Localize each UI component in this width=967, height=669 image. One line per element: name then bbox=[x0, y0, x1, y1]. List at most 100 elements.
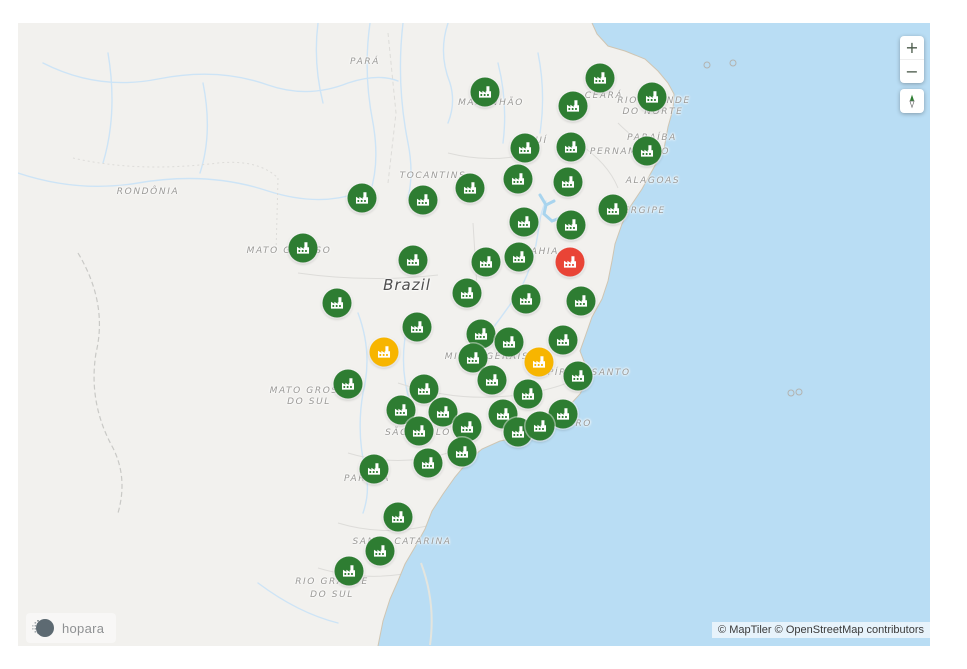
factory-icon bbox=[355, 192, 369, 204]
factory-icon bbox=[571, 370, 585, 382]
factory-icon bbox=[556, 408, 570, 420]
factory-marker-green[interactable] bbox=[408, 185, 438, 215]
state-label: CEARÁ bbox=[584, 91, 624, 101]
factory-marker-red[interactable] bbox=[555, 247, 585, 277]
hopara-logo[interactable]: hopara bbox=[26, 613, 117, 643]
factory-marker-green[interactable] bbox=[334, 556, 364, 586]
ocean bbox=[378, 23, 930, 646]
factory-icon bbox=[455, 446, 469, 458]
state-label: SERGIPE bbox=[616, 206, 666, 216]
factory-icon bbox=[561, 176, 575, 188]
factory-marker-green[interactable] bbox=[510, 133, 540, 163]
factory-icon bbox=[410, 321, 424, 333]
state-label: PARÁ bbox=[350, 57, 380, 67]
state-label: DO SUL bbox=[310, 590, 354, 600]
state-label: SANTA CATARINA bbox=[352, 537, 452, 547]
factory-icon bbox=[373, 545, 387, 557]
factory-icon bbox=[436, 406, 450, 418]
factory-icon bbox=[460, 421, 474, 433]
state-label: RIO GRANDE bbox=[295, 577, 369, 587]
state-label: ALAGOAS bbox=[625, 176, 681, 186]
factory-marker-green[interactable] bbox=[637, 82, 667, 112]
factory-marker-green[interactable] bbox=[585, 63, 615, 93]
factory-marker-green[interactable] bbox=[365, 536, 395, 566]
factory-icon bbox=[606, 203, 620, 215]
factory-icon bbox=[502, 336, 516, 348]
factory-icon bbox=[564, 141, 578, 153]
factory-marker-green[interactable] bbox=[525, 411, 555, 441]
factory-icon bbox=[466, 352, 480, 364]
factory-marker-green[interactable] bbox=[566, 286, 596, 316]
factory-marker-green[interactable] bbox=[359, 454, 389, 484]
factory-marker-green[interactable] bbox=[452, 412, 482, 442]
factory-icon bbox=[406, 254, 420, 266]
factory-icon bbox=[463, 182, 477, 194]
factory-marker-green[interactable] bbox=[477, 365, 507, 395]
factory-icon bbox=[518, 142, 532, 154]
factory-icon bbox=[521, 388, 535, 400]
factory-marker-green[interactable] bbox=[288, 233, 318, 263]
factory-icon bbox=[512, 251, 526, 263]
factory-marker-green[interactable] bbox=[503, 164, 533, 194]
state-label: PERNAMBUCO bbox=[589, 147, 671, 157]
factory-marker-green[interactable] bbox=[548, 325, 578, 355]
hopara-logo-text: hopara bbox=[62, 620, 105, 636]
factory-marker-green[interactable] bbox=[471, 247, 501, 277]
factory-marker-green[interactable] bbox=[409, 374, 439, 404]
factory-marker-green[interactable] bbox=[513, 379, 543, 409]
factory-marker-green[interactable] bbox=[632, 136, 662, 166]
factory-icon bbox=[556, 334, 570, 346]
factory-marker-green[interactable] bbox=[447, 437, 477, 467]
maptiler-attribution-link[interactable]: © MapTiler bbox=[718, 624, 772, 636]
factory-icon bbox=[342, 565, 356, 577]
factory-marker-green[interactable] bbox=[511, 284, 541, 314]
osm-attribution-link[interactable]: © OpenStreetMap contributors bbox=[774, 624, 924, 636]
compass-button[interactable] bbox=[900, 89, 924, 113]
factory-icon bbox=[645, 91, 659, 103]
factory-icon bbox=[474, 328, 488, 340]
factory-marker-green[interactable] bbox=[428, 397, 458, 427]
factory-icon bbox=[421, 457, 435, 469]
factory-marker-green[interactable] bbox=[402, 312, 432, 342]
factory-icon bbox=[496, 408, 510, 420]
factory-marker-green[interactable] bbox=[556, 210, 586, 240]
factory-marker-green[interactable] bbox=[548, 399, 578, 429]
factory-marker-green[interactable] bbox=[553, 167, 583, 197]
factory-marker-green[interactable] bbox=[404, 416, 434, 446]
markers-layer bbox=[18, 23, 930, 646]
zoom-in-button[interactable]: + bbox=[905, 38, 919, 57]
factory-marker-green[interactable] bbox=[398, 245, 428, 275]
factory-icon bbox=[640, 145, 654, 157]
state-label: BAHIA bbox=[523, 247, 559, 257]
compass-needle-icon bbox=[904, 93, 920, 109]
factory-marker-green[interactable] bbox=[563, 361, 593, 391]
factory-marker-yellow[interactable] bbox=[369, 337, 399, 367]
factory-marker-green[interactable] bbox=[452, 278, 482, 308]
factory-marker-green[interactable] bbox=[504, 242, 534, 272]
factory-icon bbox=[377, 346, 391, 358]
factory-marker-green[interactable] bbox=[413, 448, 443, 478]
factory-marker-yellow[interactable] bbox=[524, 347, 554, 377]
factory-marker-green[interactable] bbox=[322, 288, 352, 318]
factory-marker-green[interactable] bbox=[556, 132, 586, 162]
factory-marker-green[interactable] bbox=[470, 77, 500, 107]
factory-icon bbox=[566, 100, 580, 112]
factory-marker-green[interactable] bbox=[558, 91, 588, 121]
state-label: DO SUL bbox=[287, 397, 331, 407]
factory-icon bbox=[517, 216, 531, 228]
factory-marker-green[interactable] bbox=[509, 207, 539, 237]
factory-marker-green[interactable] bbox=[455, 173, 485, 203]
factory-icon bbox=[460, 287, 474, 299]
factory-marker-green[interactable] bbox=[383, 502, 413, 532]
zoom-out-button[interactable]: − bbox=[900, 59, 924, 83]
factory-marker-green[interactable] bbox=[598, 194, 628, 224]
factory-marker-green[interactable] bbox=[347, 183, 377, 213]
state-label: TOCANTINS bbox=[399, 171, 467, 181]
factory-marker-green[interactable] bbox=[333, 369, 363, 399]
factory-marker-green[interactable] bbox=[488, 399, 518, 429]
factory-icon bbox=[296, 242, 310, 254]
state-label: MATO GROSSO bbox=[269, 386, 355, 396]
factory-marker-green[interactable] bbox=[494, 327, 524, 357]
